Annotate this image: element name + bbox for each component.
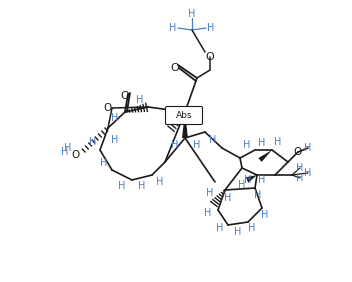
Text: H: H (188, 9, 196, 19)
Text: H: H (248, 223, 256, 233)
Text: H: H (238, 180, 246, 190)
Text: H: H (296, 173, 304, 183)
Text: H: H (207, 23, 215, 33)
Text: Abs: Abs (176, 111, 192, 120)
Text: H: H (261, 210, 269, 220)
Text: O: O (206, 52, 214, 62)
Text: H: H (206, 188, 214, 198)
Text: H: H (224, 193, 232, 203)
Polygon shape (182, 112, 188, 138)
Text: H: H (234, 227, 242, 237)
Text: H: H (156, 177, 164, 187)
Text: O: O (294, 147, 302, 157)
Text: H: H (136, 95, 144, 105)
Text: H: H (209, 135, 217, 145)
Text: H: H (169, 23, 177, 33)
Text: H: H (243, 140, 251, 150)
Text: O: O (171, 63, 180, 73)
Polygon shape (258, 150, 272, 162)
Text: H: H (204, 208, 212, 218)
Text: H: H (89, 137, 97, 147)
Text: H: H (254, 190, 262, 200)
Text: H: H (138, 181, 146, 191)
Text: O: O (121, 91, 130, 101)
Text: H: H (171, 140, 179, 150)
FancyBboxPatch shape (165, 107, 202, 124)
Text: H: H (304, 168, 312, 178)
Text: H: H (244, 175, 252, 185)
Text: H: H (193, 140, 201, 150)
Text: H: H (111, 135, 119, 145)
Text: H: H (296, 163, 304, 173)
Text: H: H (111, 113, 119, 123)
Text: H: H (258, 175, 266, 185)
Text: H: H (100, 158, 108, 168)
Text: O: O (104, 103, 112, 113)
Text: H: H (188, 113, 196, 123)
Text: H: H (304, 143, 312, 153)
Text: H: H (258, 138, 266, 148)
Text: H: H (274, 137, 282, 147)
Polygon shape (246, 175, 257, 183)
Text: H: H (64, 143, 72, 153)
Text: H: H (61, 147, 69, 157)
Text: H: H (118, 181, 126, 191)
Text: H: H (216, 223, 224, 233)
Text: O: O (72, 150, 80, 160)
